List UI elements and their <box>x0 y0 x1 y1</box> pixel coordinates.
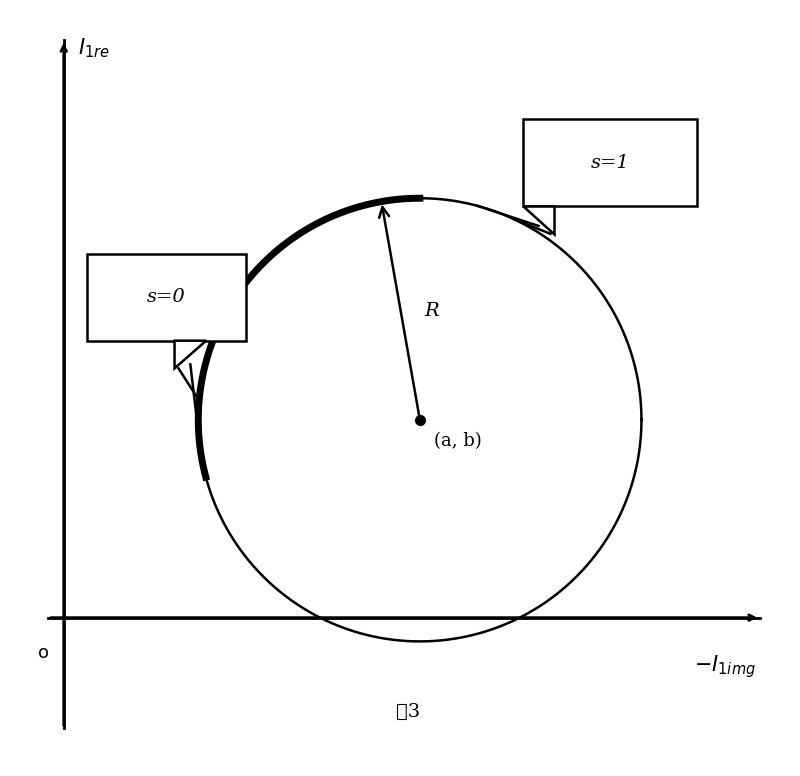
Polygon shape <box>174 341 206 369</box>
Text: s=0: s=0 <box>147 288 186 307</box>
Text: $I_{1re}$: $I_{1re}$ <box>78 36 110 60</box>
Text: 图3: 图3 <box>396 702 420 721</box>
Polygon shape <box>522 206 554 234</box>
Text: $-I_{1img}$: $-I_{1img}$ <box>694 653 756 680</box>
Text: s=1: s=1 <box>590 154 629 171</box>
Text: R: R <box>424 302 439 320</box>
Text: o: o <box>38 644 50 662</box>
Text: (a, b): (a, b) <box>434 431 482 449</box>
Bar <box>522 119 697 206</box>
Bar <box>87 254 246 341</box>
